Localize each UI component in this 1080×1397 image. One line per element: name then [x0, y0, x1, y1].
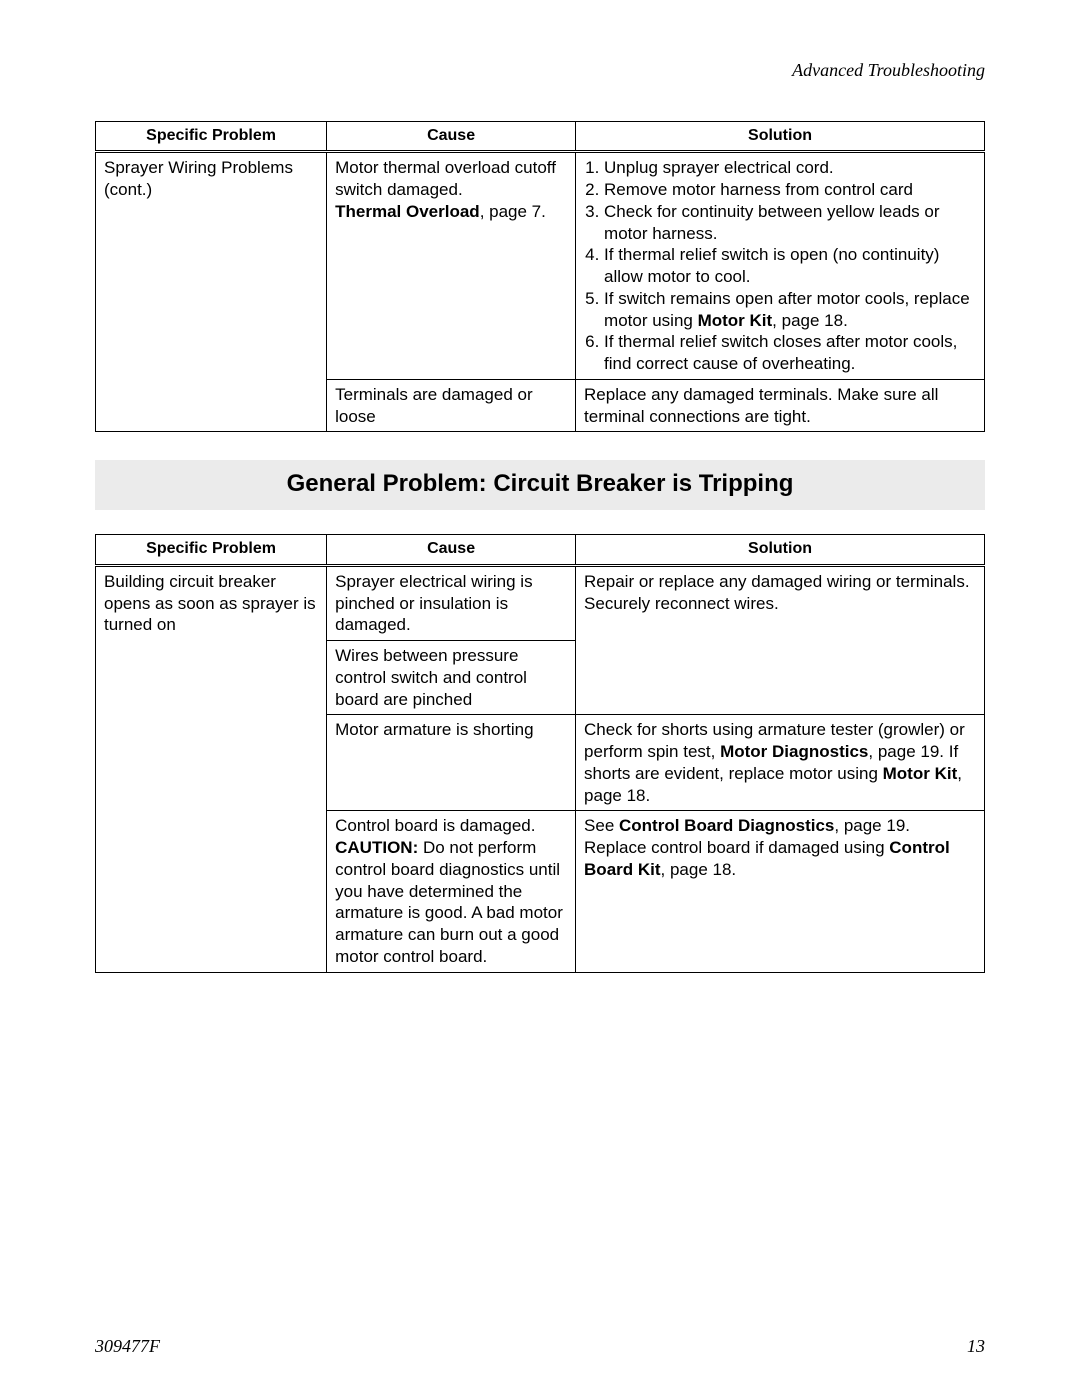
list-item: Remove motor harness from control card: [604, 179, 976, 201]
table-header-row: Specific Problem Cause Solution: [96, 535, 985, 565]
cell-cause: Wires between pressure control switch an…: [327, 641, 576, 715]
cause-text: Control board is damaged.: [335, 816, 535, 835]
col-header-solution: Solution: [576, 122, 985, 152]
sol-text: See: [584, 816, 619, 835]
table-row: Sprayer Wiring Problems (cont.) Motor th…: [96, 152, 985, 380]
cell-solution: Check for shorts using armature tester (…: [576, 715, 985, 811]
cell-cause: Motor thermal overload cutoff switch dam…: [327, 152, 576, 380]
sol-bold: Motor Kit: [698, 311, 773, 330]
footer-page-no: 13: [967, 1336, 985, 1357]
cell-problem: Sprayer Wiring Problems (cont.): [96, 152, 327, 432]
page-header: Advanced Troubleshooting: [95, 60, 985, 81]
cause-text: Motor thermal overload cutoff switch dam…: [335, 158, 556, 199]
section-heading: General Problem: Circuit Breaker is Trip…: [95, 460, 985, 510]
cause-text: Do not perform control board diagnostics…: [335, 838, 563, 966]
cell-solution: Replace any damaged terminals. Make sure…: [576, 379, 985, 432]
col-header-problem: Specific Problem: [96, 122, 327, 152]
list-item: Check for continuity between yellow lead…: [604, 201, 976, 245]
footer-doc-id: 309477F: [95, 1336, 160, 1357]
cell-solution: Repair or replace any damaged wiring or …: [576, 565, 985, 715]
table-row: Building circuit breaker opens as soon a…: [96, 565, 985, 640]
cause-after: , page 7.: [480, 202, 546, 221]
cell-problem: Building circuit breaker opens as soon a…: [96, 565, 327, 972]
sol-text: , page 18.: [772, 311, 848, 330]
col-header-cause: Cause: [327, 535, 576, 565]
cell-cause: Motor armature is shorting: [327, 715, 576, 811]
page: Advanced Troubleshooting Specific Proble…: [0, 0, 1080, 1397]
troubleshooting-table-1: Specific Problem Cause Solution Sprayer …: [95, 121, 985, 432]
sol-bold: Motor Kit: [883, 764, 958, 783]
col-header-solution: Solution: [576, 535, 985, 565]
list-item: If thermal relief switch closes after mo…: [604, 331, 976, 375]
list-item: Unplug sprayer electrical cord.: [604, 157, 976, 179]
sol-bold: Control Board Diagnostics: [619, 816, 834, 835]
col-header-cause: Cause: [327, 122, 576, 152]
page-footer: 309477F 13: [95, 1336, 985, 1357]
cause-bold: Thermal Overload: [335, 202, 480, 221]
cause-bold: CAUTION:: [335, 838, 418, 857]
list-item: If switch remains open after motor cools…: [604, 288, 976, 332]
list-item: If thermal relief switch is open (no con…: [604, 244, 976, 288]
sol-bold: Motor Diagnostics: [720, 742, 868, 761]
solution-list: Unplug sprayer electrical cord. Remove m…: [584, 157, 976, 375]
table-header-row: Specific Problem Cause Solution: [96, 122, 985, 152]
cell-cause: Control board is damaged. CAUTION: Do no…: [327, 811, 576, 972]
cell-cause: Terminals are damaged or loose: [327, 379, 576, 432]
cell-cause: Sprayer electrical wiring is pinched or …: [327, 565, 576, 640]
cell-solution: Unplug sprayer electrical cord. Remove m…: [576, 152, 985, 380]
col-header-problem: Specific Problem: [96, 535, 327, 565]
sol-text: , page 18.: [661, 860, 737, 879]
cell-solution: See Control Board Diagnostics, page 19. …: [576, 811, 985, 972]
troubleshooting-table-2: Specific Problem Cause Solution Building…: [95, 534, 985, 972]
